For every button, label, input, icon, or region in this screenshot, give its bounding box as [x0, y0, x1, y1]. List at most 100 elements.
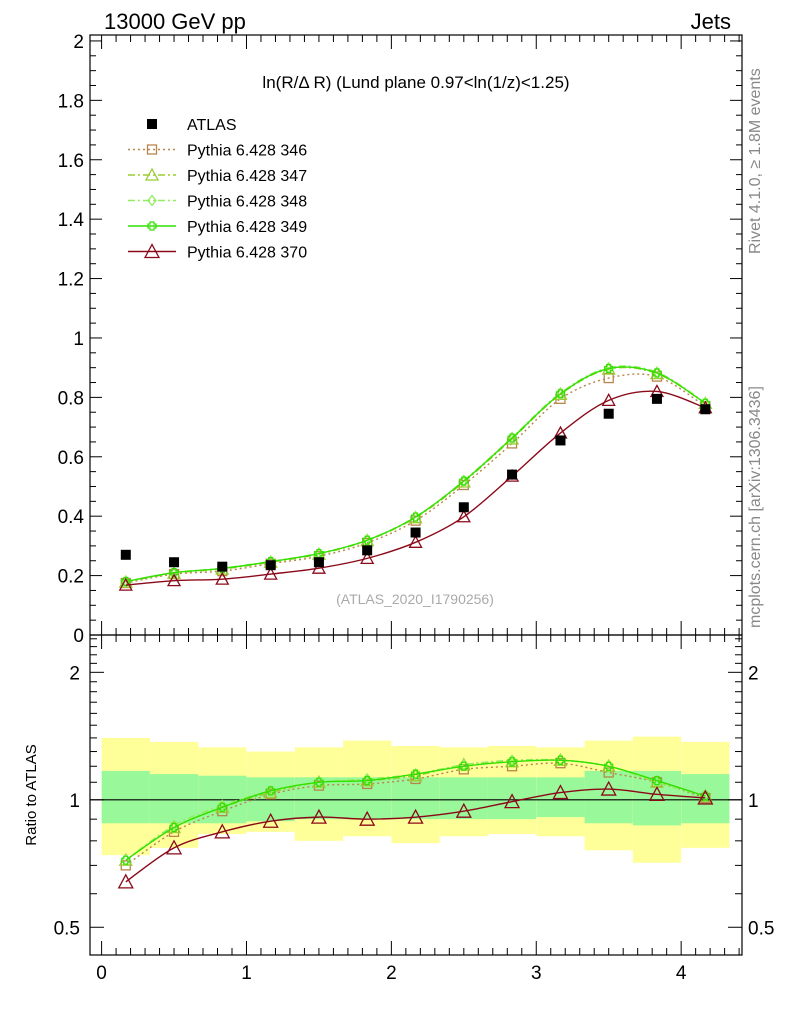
- ratio-point-pythia-6-428-370-0: [117, 873, 134, 889]
- legend-label: Pythia 6.428 348: [187, 194, 307, 211]
- legend-marker: [143, 243, 161, 259]
- ratio-point-pythia-6-428-349-8: [507, 757, 517, 767]
- main-plot: 0 0.2 0.4 0.6 0.8 1 1.2 1.4 1.6 1.8 2 ln(R/Δ R) (L…: [58, 32, 743, 647]
- legend-label: ATLAS: [187, 117, 237, 134]
- xtick-label: 4: [676, 963, 687, 984]
- main-point-atlas-8: [507, 469, 518, 480]
- xtick-label: 3: [531, 963, 542, 984]
- main-point-atlas-6: [410, 527, 421, 538]
- ratio-point-pythia-6-428-349-2: [217, 802, 227, 812]
- ratio-ytick-label-right: 1: [748, 791, 759, 812]
- ratio-band-inner-1: [149, 774, 199, 824]
- main-point-pythia-6-428-370-7: [456, 509, 471, 523]
- legend-marker: [147, 221, 157, 231]
- main-ytick-label: 1.6: [58, 151, 84, 172]
- ratio-frame: [89, 634, 743, 956]
- rivet-label: Rivet 4.1.0, ≥ 1.8M events: [747, 68, 764, 254]
- main-point-atlas-3: [265, 560, 276, 571]
- ratio-axes-layer: 0.5 0.5 1 1 2 2 0 1 2 3 4: [54, 634, 774, 984]
- legend-item-pythia-6-428-370: Pythia 6.428 370: [128, 243, 307, 262]
- legend: ATLAS Pythia 6.428 346 Pythia 6.428 347 Pyt…: [128, 117, 307, 262]
- main-point-pythia-6-428-370-0: [118, 577, 133, 591]
- main-point-pythia-6-428-370-2: [215, 571, 230, 585]
- legend-label: Pythia 6.428 349: [187, 219, 307, 236]
- main-ytick-label: 1: [73, 329, 84, 350]
- ratio-bands-layer: [90, 736, 742, 863]
- main-point-atlas-2: [217, 561, 228, 572]
- main-point-pythia-6-428-370-10: [601, 392, 616, 406]
- main-ytick-label: 0: [73, 626, 84, 647]
- main-point-pythia-6-428-370-6: [408, 534, 423, 548]
- mcplots-label: mcplots.cern.ch [arXiv:1306.3436]: [747, 386, 764, 628]
- legend-label: Pythia 6.428 347: [187, 168, 307, 185]
- ratio-point-pythia-6-428-370-1: [165, 839, 183, 855]
- main-ytick-label: 1.4: [58, 210, 85, 231]
- ratio-point-pythia-6-428-349-3: [266, 786, 276, 796]
- main-point-atlas-10: [603, 408, 614, 419]
- main-line-pythia-6-428-346: [125, 373, 706, 584]
- main-point-pythia-6-428-349-6: [410, 512, 421, 522]
- ratio-point-pythia-6-428-349-7: [459, 761, 469, 771]
- main-ytick-label: 2: [73, 32, 84, 53]
- legend-item-pythia-6-428-349: Pythia 6.428 349: [128, 219, 307, 236]
- legend-item-pythia-6-428-348: Pythia 6.428 348: [128, 194, 307, 211]
- main-ytick-label: 0.2: [58, 567, 84, 588]
- ratio-point-pythia-6-428-349-1: [169, 822, 179, 833]
- ratio-band-inner-0: [101, 770, 150, 824]
- ratio-point-pythia-6-428-348-1: [169, 819, 179, 832]
- ratio-point-pythia-6-428-370-12: [697, 789, 714, 805]
- ratio-point-pythia-6-428-370-2: [214, 823, 231, 839]
- legend-marker: [144, 167, 160, 181]
- main-point-atlas-12: [700, 404, 711, 415]
- ratio-band-inner-10: [584, 770, 633, 824]
- main-point-atlas-4: [313, 557, 324, 568]
- ratio-point-pythia-6-428-370-11: [648, 785, 666, 802]
- main-point-pythia-6-428-349-8: [507, 433, 517, 443]
- main-point-pythia-6-428-370-5: [360, 551, 375, 565]
- main-point-pythia-6-428-349-9: [555, 389, 566, 399]
- main-point-pythia-6-428-370-1: [166, 573, 182, 587]
- ratio-point-pythia-6-428-370-4: [310, 808, 328, 824]
- ratio-point-pythia-6-428-370-10: [600, 780, 617, 796]
- main-line-pythia-6-428-348: [125, 365, 706, 583]
- legend-label: Pythia 6.428 370: [187, 245, 307, 262]
- ratio-point-pythia-6-428-348-5: [362, 772, 373, 785]
- ratio-band-inner-7: [439, 777, 488, 820]
- main-point-atlas-11: [651, 393, 662, 404]
- main-point-atlas-7: [458, 502, 469, 513]
- ratio-point-pythia-6-428-348-2: [217, 799, 228, 812]
- ratio-point-pythia-6-428-349-0: [121, 855, 131, 865]
- ratio-point-pythia-6-428-370-7: [455, 802, 472, 818]
- legend-item-pythia-6-428-346: Pythia 6.428 346: [128, 143, 307, 160]
- main-point-pythia-6-428-349-11: [652, 368, 662, 378]
- main-ytick-label: 1.2: [58, 270, 84, 291]
- legend-item-atlas: ATLAS: [147, 117, 237, 134]
- header-right-label: Jets: [691, 9, 731, 34]
- ratio-point-pythia-6-428-349-4: [314, 777, 324, 787]
- ratio-ytick-label: 2: [69, 663, 80, 684]
- ratio-line-pythia-6-428-348: [125, 758, 706, 861]
- ratio-band-inner-9: [536, 777, 585, 818]
- main-point-pythia-6-428-349-1: [169, 568, 179, 578]
- ratio-point-pythia-6-428-370-9: [552, 784, 569, 800]
- main-point-pythia-6-428-349-5: [362, 535, 372, 545]
- ratio-point-pythia-6-428-346-10: [603, 767, 614, 778]
- ratio-point-pythia-6-428-370-6: [407, 808, 424, 824]
- ratio-point-pythia-6-428-349-9: [555, 755, 566, 765]
- watermark-label: (ATLAS_2020_I1790256): [336, 591, 494, 607]
- legend-item-pythia-6-428-347: Pythia 6.428 347: [128, 167, 307, 185]
- main-ytick-label: 0.6: [58, 448, 84, 469]
- main-axes-layer: 0 0.2 0.4 0.6 0.8 1 1.2 1.4 1.6 1.8 2: [58, 32, 743, 647]
- ratio-ytick-label-right: 2: [748, 663, 759, 684]
- legend-marker: [146, 144, 158, 155]
- ratio-plot: 0.5 0.5 1 1 2 2 0 1 2 3 4: [54, 634, 774, 984]
- main-line-pythia-6-428-347: [125, 366, 706, 583]
- main-series-layer: [118, 361, 713, 591]
- main-ytick-label: 0.8: [58, 388, 84, 409]
- ratio-band-inner-4: [294, 777, 344, 820]
- main-ytick-label: 1.8: [58, 91, 84, 112]
- main-line-pythia-6-428-349: [125, 366, 706, 583]
- ratio-ytick-label: 1: [69, 791, 80, 812]
- header-left-label: 13000 GeV pp: [104, 9, 246, 34]
